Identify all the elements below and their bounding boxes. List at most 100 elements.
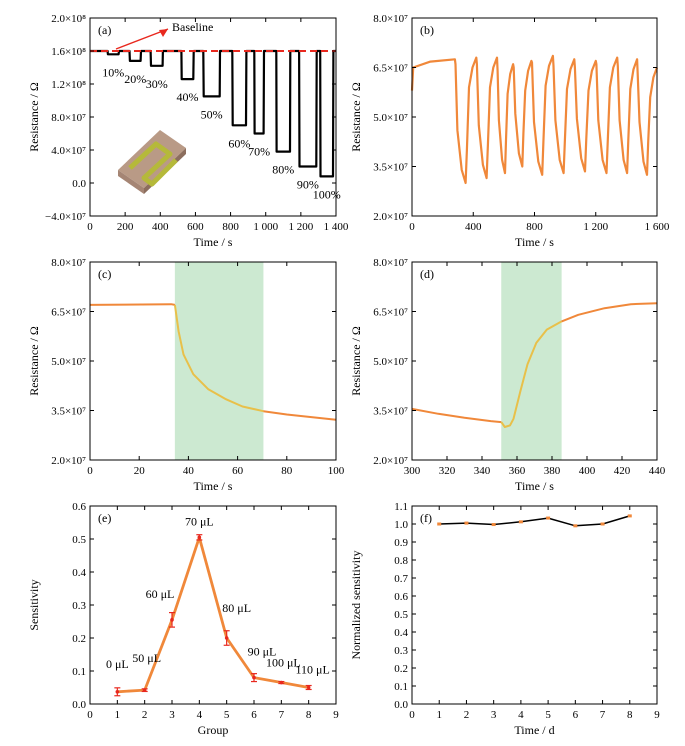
pulse-label: 40%: [177, 90, 199, 104]
x-tick-label: 800: [526, 221, 543, 233]
plot-frame: [411, 505, 658, 705]
pulse-label: 20%: [124, 72, 146, 86]
y-tick-label: 3.5×10⁷: [373, 162, 408, 174]
x-tick-label: 6: [573, 709, 579, 721]
x-tick-label: 3: [169, 709, 175, 721]
y-tick-label: 0.4: [394, 627, 408, 639]
x-tick-label: 100: [328, 465, 345, 477]
sensitivity-line: [117, 536, 309, 694]
y-tick-label: 0.0: [72, 699, 86, 711]
x-axis-title: Time / s: [194, 479, 233, 493]
panel-tag: (b): [420, 23, 434, 37]
volume-label: 0 μL: [106, 657, 129, 671]
y-tick-label: 0.2: [72, 633, 86, 645]
volume-label: 80 μL: [222, 601, 251, 615]
pulse-label: 100%: [313, 187, 341, 201]
data-point: [627, 514, 632, 518]
x-tick-label: 300: [404, 465, 421, 477]
y-tick-label: 0.9: [394, 537, 408, 549]
y-tick-label: 0.5: [394, 609, 408, 621]
y-tick-label: 1.6×10⁸: [51, 46, 86, 58]
panel-tag: (d): [420, 267, 434, 281]
x-tick-label: 5: [224, 709, 230, 721]
exposure-window: [174, 262, 264, 460]
y-tick-label: 8.0×10⁷: [373, 257, 408, 269]
y-tick-label: 2.0×10⁷: [373, 211, 408, 223]
y-tick-label: 2.0×10⁷: [373, 455, 408, 467]
x-axis-title: Time / s: [515, 235, 554, 249]
x-tick-label: 7: [600, 709, 606, 721]
data-point: [252, 675, 256, 680]
x-tick-label: 1 600: [645, 221, 670, 233]
x-tick-label: 1 400: [324, 221, 349, 233]
pulse-label: 60%: [228, 136, 250, 150]
data-point: [491, 523, 496, 527]
y-tick-label: 6.5×10⁷: [51, 307, 86, 319]
x-tick-label: 200: [117, 221, 134, 233]
baseline-label: Baseline: [172, 20, 213, 34]
y-tick-label: 1.1: [394, 501, 408, 513]
x-tick-label: 3: [491, 709, 497, 721]
y-axis-title: Resistance / Ω: [27, 326, 41, 396]
x-tick-label: 80: [281, 465, 293, 477]
x-axis-title: Time / s: [194, 235, 233, 249]
x-tick-label: 2: [464, 709, 470, 721]
pulse-label: 70%: [248, 145, 270, 159]
y-tick-label: 0.4: [72, 567, 86, 579]
x-tick-label: 2: [142, 709, 148, 721]
y-tick-label: 2.0×10⁸: [51, 13, 86, 25]
data-point: [437, 522, 442, 526]
y-tick-label: 2.0×10⁷: [51, 455, 86, 467]
data-point: [142, 688, 147, 692]
x-tick-label: 0: [409, 221, 415, 233]
x-tick-label: 340: [474, 465, 491, 477]
x-tick-label: 6: [251, 709, 257, 721]
x-tick-label: 400: [579, 465, 596, 477]
data-point: [573, 524, 578, 528]
x-tick-label: 4: [518, 709, 524, 721]
y-tick-label: 8.0×10⁷: [373, 13, 408, 25]
data-point: [306, 685, 311, 690]
x-tick-label: 1 000: [253, 221, 278, 233]
y-tick-label: 6.5×10⁷: [373, 307, 408, 319]
pulse-label: 30%: [146, 77, 168, 91]
y-tick-label: 5.0×10⁷: [373, 356, 408, 368]
x-tick-label: 440: [649, 465, 666, 477]
y-tick-label: 0.0: [394, 699, 408, 711]
y-axis-title: Sensitivity: [27, 579, 41, 630]
series-after: [263, 410, 337, 421]
y-axis-title: Resistance / Ω: [349, 82, 363, 152]
x-tick-label: 9: [654, 709, 660, 721]
x-tick-label: 0: [87, 221, 93, 233]
x-tick-label: 4: [197, 709, 203, 721]
cycle-series: [410, 54, 659, 185]
x-tick-label: 400: [465, 221, 482, 233]
panel-a-chart: Baseline 10% 20% 30% 40%50% 60%70%80%90%100% 0…: [27, 13, 349, 249]
data-point: [224, 636, 229, 640]
y-tick-label: 0.3: [394, 645, 408, 657]
y-tick-label: 3.5×10⁷: [373, 406, 408, 418]
pulse-label: 90%: [297, 178, 319, 192]
x-tick-label: 0: [409, 709, 415, 721]
x-axis-title: Group: [198, 723, 229, 737]
pulse-label: 80%: [272, 163, 294, 177]
x-tick-label: 380: [544, 465, 561, 477]
panel-tag: (f): [420, 511, 432, 525]
series-before: [89, 303, 176, 306]
volume-label: 110 μL: [296, 663, 330, 677]
y-tick-label: 0.2: [394, 663, 408, 675]
y-tick-label: 0.5: [72, 534, 86, 546]
volume-label: 60 μL: [146, 587, 175, 601]
volume-label: 100 μL: [266, 656, 301, 670]
y-tick-label: 8.0×10⁷: [51, 257, 86, 269]
y-tick-label: −4.0×10⁷: [45, 211, 86, 223]
x-tick-label: 360: [509, 465, 526, 477]
panel-f-chart: 0 1 2 3 4 5 6 7 8 9 0.0 0.1 0.2 0.3 0.4 0.5 0.6 0.7 0.8 0.9…: [349, 501, 660, 737]
series-after: [561, 302, 658, 323]
baseline-arrow: [115, 28, 169, 50]
y-axis-title: Normalized sensitivity: [349, 551, 363, 660]
y-tick-label: 8.0×10⁷: [51, 112, 86, 124]
y-tick-label: 0.6: [72, 501, 86, 513]
sensor-substrate: [118, 130, 186, 188]
